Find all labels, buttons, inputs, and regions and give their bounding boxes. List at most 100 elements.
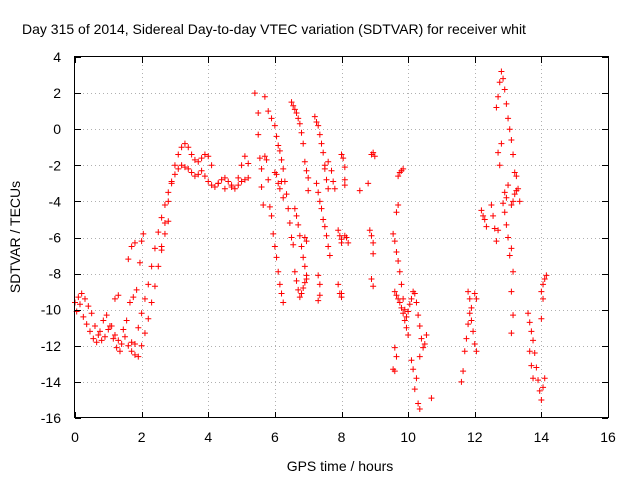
data-point: [478, 207, 485, 214]
data-point: [501, 86, 508, 93]
data-point: [313, 180, 320, 187]
data-point: [370, 250, 377, 257]
data-point: [175, 165, 182, 172]
data-point: [340, 155, 347, 162]
data-point: [470, 328, 477, 335]
data-point: [275, 180, 282, 187]
data-point: [188, 151, 195, 158]
data-point: [165, 189, 172, 196]
data-point: [265, 176, 272, 183]
data-point: [370, 149, 377, 156]
data-point: [503, 194, 510, 201]
data-point: [191, 173, 198, 180]
data-point: [261, 93, 268, 100]
data-point: [90, 335, 97, 342]
data-point: [498, 140, 505, 147]
data-point: [208, 182, 215, 189]
data-point: [341, 176, 348, 183]
data-point: [315, 272, 322, 279]
data-point: [278, 156, 285, 163]
data-point: [541, 375, 548, 382]
data-point: [516, 198, 523, 205]
data-point: [181, 164, 188, 171]
data-point: [255, 131, 262, 138]
data-point: [145, 315, 152, 322]
data-point: [335, 227, 342, 234]
data-point: [181, 140, 188, 147]
data-point: [300, 285, 307, 292]
data-point: [80, 313, 87, 320]
data-point: [471, 340, 478, 347]
data-point: [483, 223, 490, 230]
data-point: [540, 384, 547, 391]
data-point: [398, 304, 405, 311]
data-point: [113, 344, 120, 351]
data-point: [488, 202, 495, 209]
data-point: [128, 348, 135, 355]
data-point: [280, 194, 287, 201]
x-tick-label: 4: [204, 429, 212, 445]
data-point: [530, 337, 537, 344]
data-point: [298, 129, 305, 136]
data-point: [283, 191, 290, 198]
data-point: [311, 113, 318, 120]
data-point: [270, 230, 277, 237]
data-point: [500, 75, 507, 82]
data-point: [301, 158, 308, 165]
data-point: [505, 182, 512, 189]
data-point: [296, 120, 303, 127]
data-point: [298, 290, 305, 297]
data-point: [288, 99, 295, 106]
data-point: [188, 169, 195, 176]
grid: [75, 57, 608, 418]
data-point: [265, 108, 272, 115]
data-point: [155, 229, 162, 236]
data-point: [128, 243, 135, 250]
data-point: [315, 189, 322, 196]
data-point: [393, 248, 400, 255]
data-point: [508, 202, 515, 209]
data-point: [491, 225, 498, 232]
data-point: [400, 310, 407, 317]
x-tick-label: 10: [400, 429, 416, 445]
data-point: [280, 299, 287, 306]
y-tick-label: -12: [41, 338, 61, 354]
data-point: [405, 331, 412, 338]
data-point: [395, 202, 402, 209]
data-point: [371, 153, 378, 160]
y-axis-label: SDTVAR / TECUs: [7, 181, 23, 293]
data-point: [141, 330, 148, 337]
data-point: [501, 209, 508, 216]
data-point: [511, 191, 518, 198]
data-point: [115, 337, 122, 344]
data-point: [495, 227, 502, 234]
data-point: [225, 178, 232, 185]
data-point: [130, 294, 137, 301]
data-point: [540, 295, 547, 302]
data-point: [136, 259, 143, 266]
data-point: [295, 115, 302, 122]
data-point: [323, 232, 330, 239]
data-point: [256, 155, 263, 162]
data-point: [496, 162, 503, 169]
data-point: [116, 348, 123, 355]
data-point: [278, 290, 285, 297]
y-tick-label: 4: [53, 49, 61, 65]
data-point: [303, 167, 310, 174]
axis-ticks: 0 2 4 6 8 10 12 14 16 -16 -14 -12 -10 -8 -6 -4 -2 0 2 4: [41, 49, 616, 445]
data-point: [276, 185, 283, 192]
data-point: [531, 350, 538, 357]
data-point: [466, 295, 473, 302]
data-point: [301, 234, 308, 241]
data-point: [155, 263, 162, 270]
data-point: [251, 90, 258, 97]
data-point: [268, 212, 275, 219]
data-point: [138, 342, 145, 349]
data-point: [300, 254, 307, 261]
data-point: [528, 362, 535, 369]
data-point: [131, 351, 138, 358]
data-point: [330, 178, 337, 185]
data-point: [273, 254, 280, 261]
data-point: [461, 348, 468, 355]
data-point: [393, 209, 400, 216]
